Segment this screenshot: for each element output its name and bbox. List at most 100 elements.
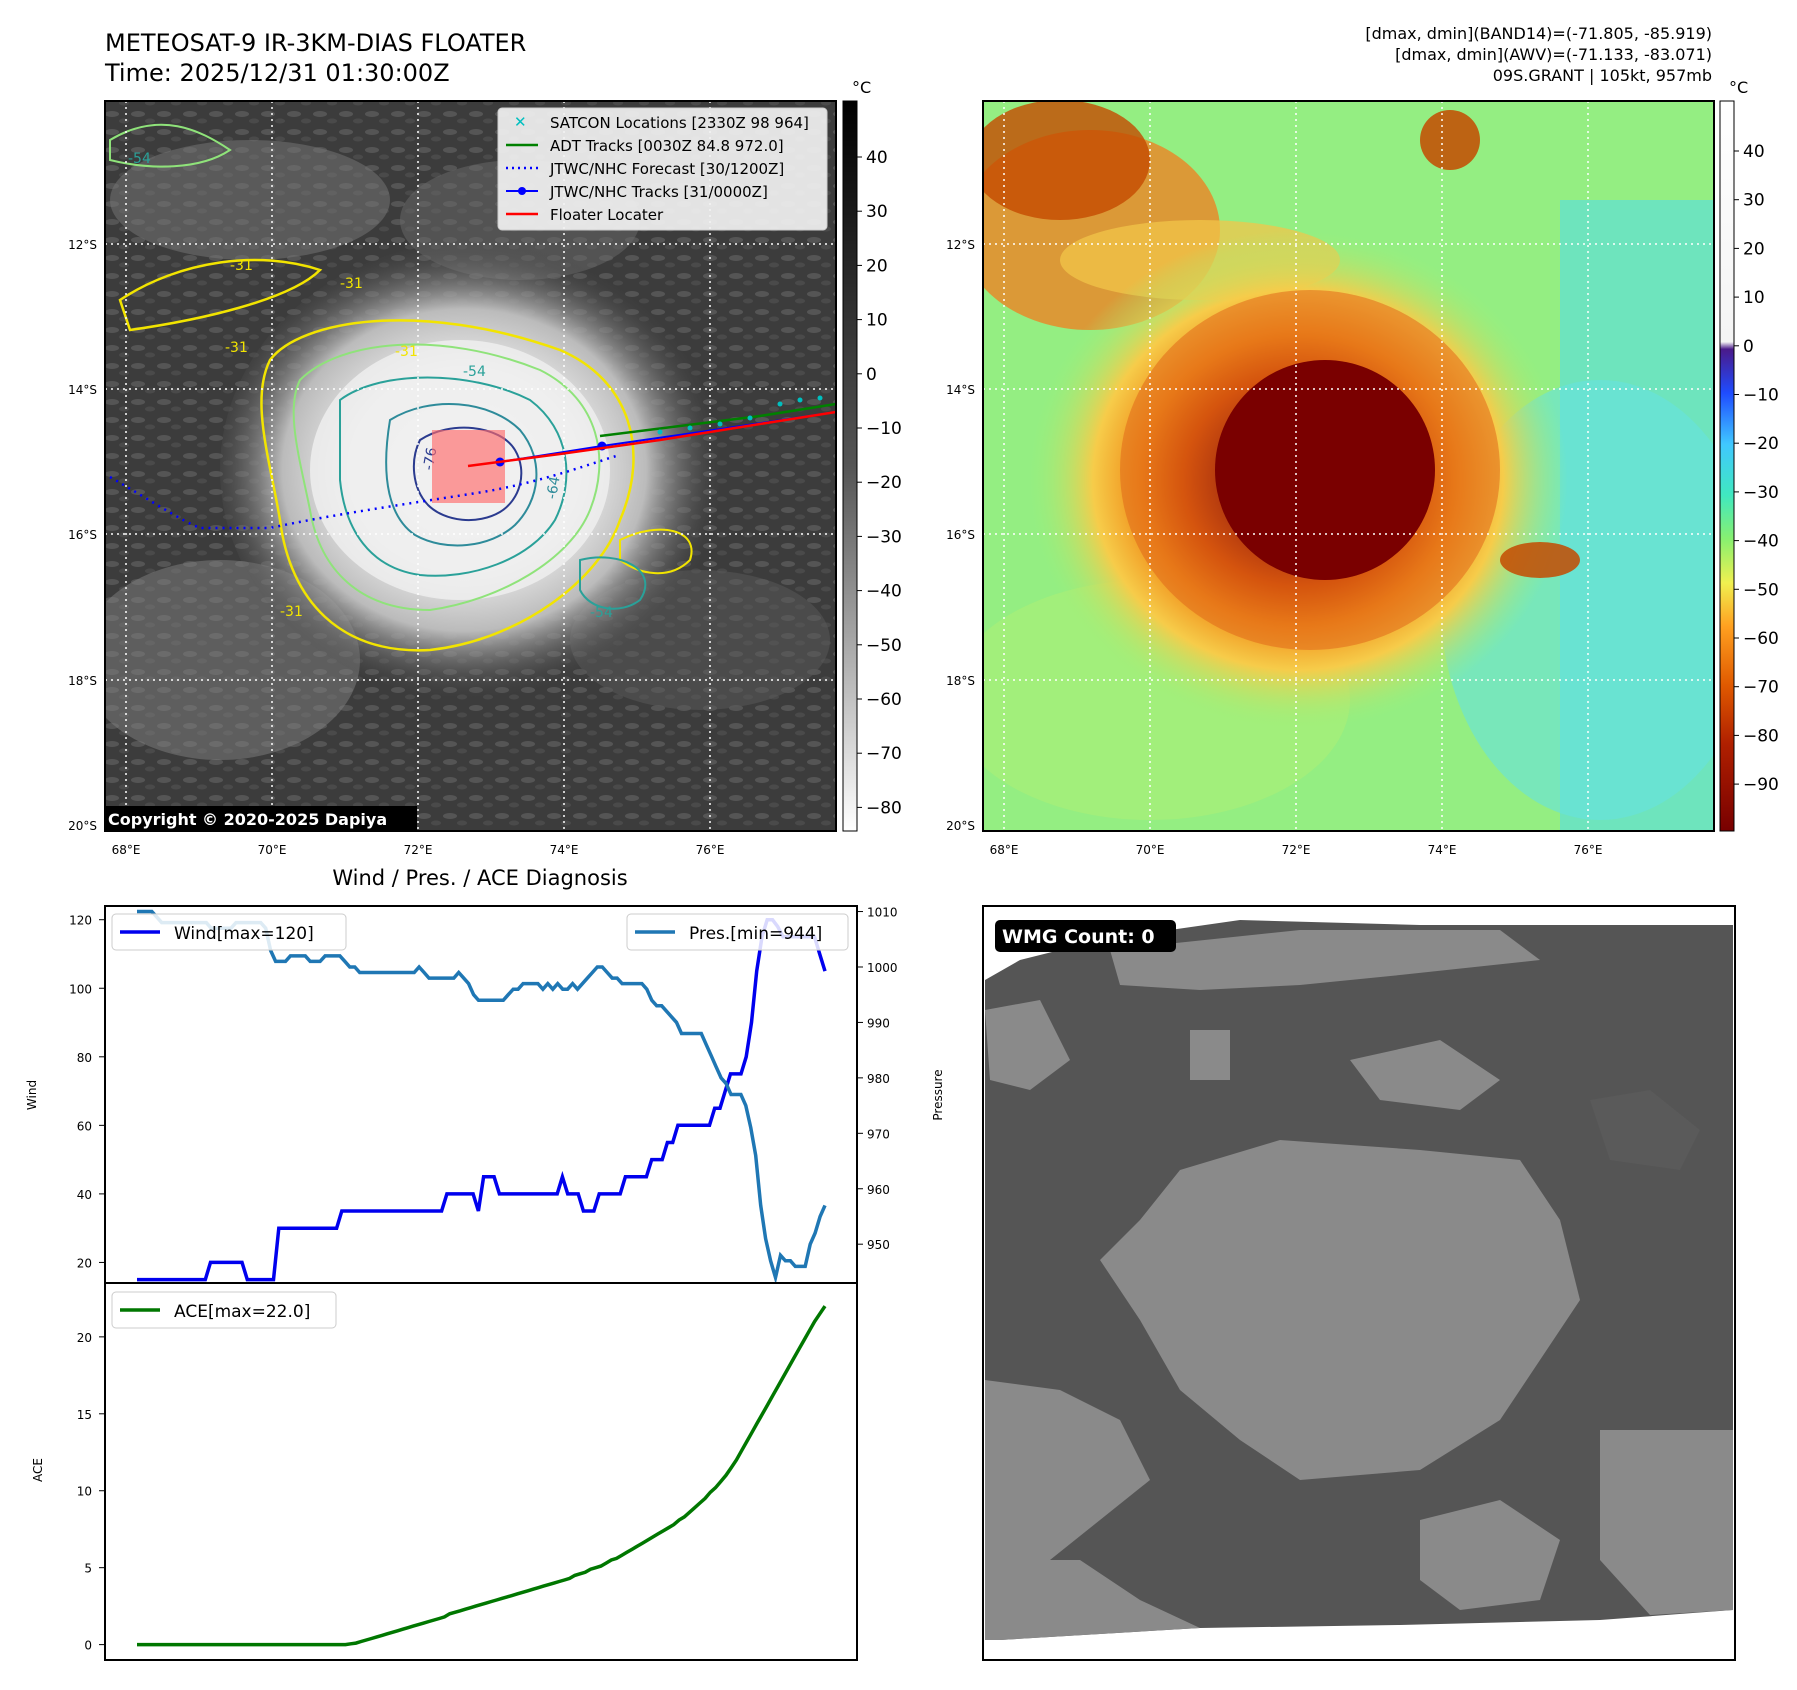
legend-satcon: SATCON Locations [2330Z 98 964]: [550, 114, 809, 132]
colorbar-tick-label: −10: [1743, 386, 1779, 406]
lat-label: 18°S: [68, 674, 97, 688]
colorbar-tick-label: −20: [1743, 434, 1779, 454]
pressure-tick-label: 980: [867, 1072, 890, 1086]
wind-tick-label: 120: [69, 914, 92, 928]
colorbar-tick-label: −80: [1743, 726, 1779, 746]
copyright-badge: [104, 806, 417, 831]
contour-label: -31: [395, 344, 418, 360]
pressure-tick-label: 960: [867, 1183, 890, 1197]
figure-title: METEOSAT-9 IR-3KM-DIAS FLOATER: [105, 29, 526, 57]
awv-colorbar: °C 40 30 20 10 0 −10 −20 −30 −40 −50 −60 −70 −80 −90: [1719, 78, 1779, 832]
legend-jtwc-tracks: JTWC/NHC Tracks [31/0000Z]: [549, 183, 768, 201]
lat-label: 12°S: [68, 238, 97, 252]
colorbar-tick-label: 20: [866, 256, 888, 276]
colorbar-tick-label: −80: [866, 798, 902, 818]
awv-map-panel: 12°S 14°S 16°S 18°S 20°S 68°E 70°E 72°E …: [946, 100, 1715, 857]
colorbar-tick-label: 30: [1743, 191, 1765, 211]
lon-label: 72°E: [404, 843, 433, 857]
ir-colorbar: °C 40 30 20 10 0 −10 −20 −30 −40 −50 −60 −70 −80: [842, 78, 902, 832]
ace-tick-label: 20: [77, 1331, 92, 1345]
colorbar-tick-label: −50: [866, 636, 902, 656]
wmg-count-text: WMG Count: 0: [1002, 926, 1155, 948]
colorbar-tick-label: −40: [1743, 532, 1779, 552]
lon-label: 76°E: [696, 843, 725, 857]
lon-label: 76°E: [1574, 843, 1603, 857]
wind-tick-label: 100: [69, 982, 92, 996]
pressure-legend: Pres.[min=944]: [626, 913, 849, 951]
adt-track: [599, 402, 836, 438]
lon-label: 72°E: [1282, 843, 1311, 857]
legend-adt: ADT Tracks [0030Z 84.8 972.0]: [550, 137, 784, 155]
contour-label: -64: [544, 475, 564, 500]
colorbar-tick-label: −70: [1743, 678, 1779, 698]
colorbar-tick-label: 30: [866, 202, 888, 222]
copyright-text: Copyright © 2020-2025 Dapiya: [108, 810, 387, 829]
wind-axis-label: Wind: [25, 1080, 39, 1110]
wind-legend-label: Wind[max=120]: [174, 924, 314, 944]
ace-tick-label: 15: [77, 1408, 92, 1422]
ace-legend-label: ACE[max=22.0]: [174, 1302, 310, 1322]
ace-tick-label: 5: [84, 1562, 92, 1576]
colorbar-tick-label: −60: [1743, 629, 1779, 649]
floater-locator-line: [467, 410, 836, 468]
contour-label: -54: [590, 605, 613, 621]
pressure-tick-label: 1000: [867, 961, 898, 975]
colorbar-tick-label: 0: [866, 365, 877, 385]
lon-label: 74°E: [550, 843, 579, 857]
legend-jtwc-forecast: JTWC/NHC Forecast [30/1200Z]: [549, 160, 784, 178]
satcon-legend-icon: ✕: [514, 113, 527, 131]
lat-label: 18°S: [946, 674, 975, 688]
lon-label: 68°E: [112, 843, 141, 857]
lat-label: 16°S: [68, 528, 97, 542]
wind-tick-label: 40: [77, 1188, 92, 1202]
wind-tick-label: 60: [77, 1119, 92, 1133]
satcon-markers: [657, 395, 823, 435]
contour-label: -31: [340, 276, 363, 292]
band14-range-text: [dmax, dmin](BAND14)=(-71.805, -85.919): [1365, 24, 1712, 43]
lon-label: 74°E: [1428, 843, 1457, 857]
ace-axis-label: ACE: [31, 1458, 45, 1482]
colorbar-tick-label: 20: [1743, 239, 1765, 259]
pressure-tick-label: 950: [867, 1238, 890, 1252]
ace-series-line: [137, 1305, 827, 1647]
contour-label: -31: [230, 258, 253, 274]
ace-legend: ACE[max=22.0]: [111, 1291, 337, 1329]
pressure-axis-label: Pressure: [931, 1069, 945, 1120]
wind-series-line: [137, 917, 827, 1282]
colorbar-tick-label: 40: [1743, 142, 1765, 162]
colorbar-tick-label: 0: [1743, 337, 1754, 357]
wind-tick-label: 80: [77, 1051, 92, 1065]
lon-label: 68°E: [990, 843, 1019, 857]
jtwc-forecast-line: [109, 453, 621, 530]
storm-info-text: 09S.GRANT | 105kt, 957mb: [1493, 66, 1712, 85]
lat-label: 20°S: [946, 819, 975, 833]
pressure-tick-label: 1010: [867, 906, 898, 920]
pressure-legend-label: Pres.[min=944]: [689, 924, 822, 944]
wmg-panel: WMG Count: 0: [982, 905, 1736, 1661]
lat-label: 14°S: [946, 383, 975, 397]
colorbar-tick-label: 40: [866, 148, 888, 168]
lon-label: 70°E: [1136, 843, 1165, 857]
lat-label: 14°S: [68, 383, 97, 397]
awv-range-text: [dmax, dmin](AWV)=(-71.133, -83.071): [1395, 45, 1712, 64]
colorbar-tick-label: −60: [866, 690, 902, 710]
lat-label: 16°S: [946, 528, 975, 542]
awv-colorbar-unit: °C: [1729, 78, 1748, 97]
ace-chart: 0 5 10 15 20 ACE ACE[max=22.0]: [31, 1282, 858, 1661]
colorbar-tick-label: −30: [866, 527, 902, 547]
colorbar-tick-label: −70: [866, 744, 902, 764]
colorbar-tick-label: −10: [866, 419, 902, 439]
lat-label: 12°S: [946, 238, 975, 252]
colorbar-tick-label: −90: [1743, 775, 1779, 795]
wmg-count-badge: [995, 920, 1176, 952]
ace-tick-label: 0: [84, 1639, 92, 1653]
diag-title: Wind / Pres. / ACE Diagnosis: [332, 866, 627, 890]
ir-legend: ✕ SATCON Locations [2330Z 98 964] ADT Tr…: [497, 107, 828, 231]
wind-pressure-chart: 20 40 60 80 100 120 950 960 970 980 990 1000 1010 W…: [25, 905, 945, 1285]
wind-tick-label: 20: [77, 1256, 92, 1270]
ace-tick-label: 10: [77, 1485, 92, 1499]
contour-label: -54: [128, 151, 151, 167]
colorbar-tick-label: −40: [866, 582, 902, 602]
pressure-tick-label: 990: [867, 1016, 890, 1030]
